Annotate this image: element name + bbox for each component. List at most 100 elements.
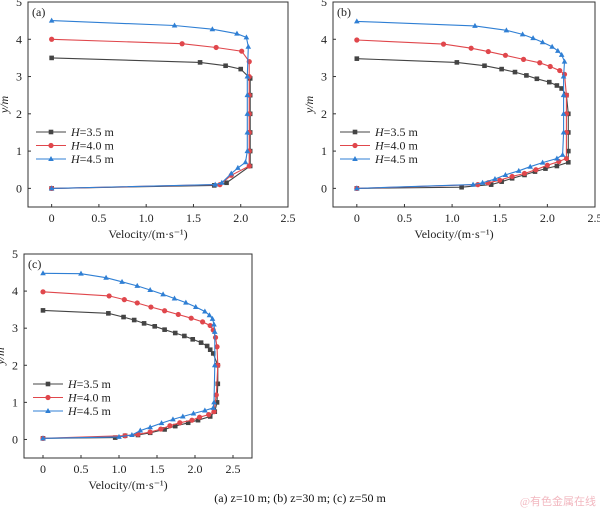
triangle-marker	[561, 58, 568, 64]
triangle-marker	[116, 433, 122, 439]
square-marker	[141, 321, 147, 326]
triangle-marker	[40, 435, 46, 441]
square-marker	[182, 333, 187, 339]
series-line	[42, 272, 216, 439]
x-tick-label: 1.0	[112, 462, 127, 476]
triangle-marker	[209, 26, 216, 32]
square-marker	[499, 66, 504, 72]
triangle-marker	[48, 17, 55, 23]
triangle-marker	[160, 291, 166, 297]
triangle-marker	[243, 34, 250, 40]
x-tick-label: 1.5	[186, 211, 201, 225]
circle-marker	[544, 162, 550, 168]
circle-marker	[175, 311, 181, 318]
y-tick-label: 2	[16, 107, 22, 121]
y-tick-label: 1	[12, 395, 18, 409]
square-marker	[215, 381, 221, 387]
triangle-marker	[554, 155, 560, 161]
square-marker	[559, 86, 564, 91]
series-4.0	[354, 37, 570, 191]
circle-marker	[213, 392, 219, 398]
triangle-marker	[40, 270, 46, 276]
square-marker	[106, 311, 111, 316]
panel-a: 0 0.5 1.0 1.5 2.0 2.5 0 1 2 3 4 5 Velocity/(m·s⁻¹) y/…	[0, 0, 296, 241]
triangle-marker	[560, 110, 567, 116]
legend-entry: H=4.0 m	[33, 391, 111, 405]
triangle-marker	[202, 407, 208, 413]
watermark: @有色金属在线	[520, 494, 596, 508]
panel-b: 0 0.5 1.0 1.5 2.0 2.5 0 1 2 3 4 5 Velocity/(m·s⁻¹) y/…	[302, 0, 600, 241]
square-marker	[546, 79, 552, 85]
triangle-marker	[530, 35, 536, 41]
square-marker	[488, 182, 494, 187]
triangle-marker	[45, 408, 51, 413]
triangle-marker	[352, 156, 358, 161]
legend-label: H=4.0 m	[70, 139, 114, 153]
circle-marker	[121, 297, 127, 303]
circle-marker	[211, 409, 217, 415]
triangle-marker	[209, 315, 216, 321]
square-marker	[223, 63, 228, 69]
circle-marker	[440, 41, 447, 47]
triangle-marker	[137, 427, 144, 433]
x-tick-label: 0.5	[397, 211, 412, 225]
y-axis-label: y/m	[0, 96, 11, 115]
triangle-marker	[560, 129, 567, 135]
series-4.0	[49, 36, 252, 191]
y-tick-label: 2	[321, 107, 327, 121]
square-marker	[49, 55, 54, 61]
triangle-marker	[192, 304, 199, 310]
circle-marker	[148, 304, 154, 310]
series-line	[356, 39, 567, 189]
circle-marker	[509, 173, 515, 180]
y-tick-label: 2	[12, 358, 18, 372]
triangle-marker	[183, 299, 189, 305]
triangle-marker	[48, 185, 55, 191]
square-marker	[238, 66, 244, 72]
triangle-marker	[119, 278, 125, 284]
square-marker	[224, 180, 229, 186]
triangle-marker	[244, 148, 251, 154]
panel-label: (c)	[28, 257, 41, 271]
square-marker	[482, 63, 487, 69]
square-marker	[210, 351, 216, 356]
triangle-marker	[244, 110, 251, 116]
legend-entry: H=3.5 m	[340, 125, 418, 139]
circle-marker	[533, 167, 539, 173]
circle-marker	[200, 319, 206, 325]
series-3.5	[49, 55, 253, 191]
legend-entry: H=4.5 m	[36, 152, 114, 166]
circle-marker	[49, 36, 55, 42]
square-marker	[512, 69, 518, 75]
square-marker	[543, 166, 548, 171]
triangle-marker	[171, 295, 178, 301]
square-marker	[131, 317, 137, 323]
triangle-marker	[228, 170, 235, 176]
square-marker	[204, 343, 210, 349]
circle-marker	[212, 334, 219, 341]
triangle-marker	[354, 185, 360, 191]
circle-marker	[352, 142, 358, 149]
triangle-marker	[147, 424, 153, 430]
triangle-marker	[190, 410, 197, 416]
series-4.5	[48, 17, 252, 191]
triangle-marker	[211, 399, 217, 405]
square-marker	[162, 427, 167, 432]
square-marker	[454, 60, 460, 65]
legend-label: H=4.0 m	[374, 139, 418, 153]
series-line	[42, 309, 219, 439]
triangle-marker	[171, 22, 178, 28]
circle-marker	[158, 426, 164, 432]
panel-label: (a)	[32, 5, 45, 19]
circle-marker	[547, 63, 553, 70]
triangle-marker	[549, 43, 555, 49]
y-axis-label: y/m	[0, 347, 7, 366]
legend-entry: H=3.5 m	[36, 125, 114, 139]
legend-label: H=4.5 m	[374, 152, 418, 166]
circle-marker	[162, 308, 168, 314]
square-marker	[566, 159, 571, 165]
triangle-marker	[555, 47, 561, 53]
legend-entry: H=3.5 m	[33, 377, 111, 391]
triangle-marker	[212, 181, 218, 187]
